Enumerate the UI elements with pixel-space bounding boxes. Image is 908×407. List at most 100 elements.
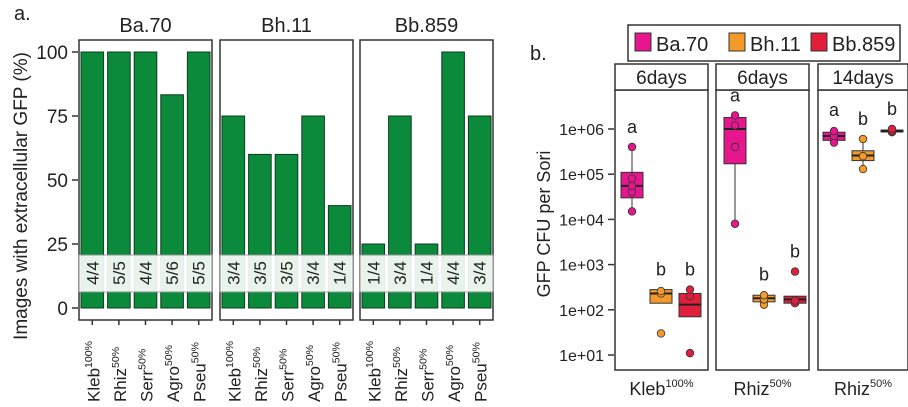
category-label: Serr50%: [417, 349, 437, 402]
y-tick-label: 50: [47, 171, 68, 192]
box-Bb.859: b: [880, 99, 904, 137]
facet-title: Bb.859: [395, 15, 458, 37]
legend-swatch: [728, 32, 746, 52]
data-point: [858, 134, 868, 144]
box-Bh.11: b: [752, 264, 776, 309]
legend-swatch: [634, 32, 652, 52]
panel-b-y-axis-label: GFP CFU per Sori: [534, 151, 554, 298]
panel-b: b. GFP CFU per Sori Ba.70 Bh.11 Bb.859 1e+…: [530, 24, 908, 399]
data-point: [829, 126, 839, 136]
count-label: 4/4: [444, 261, 463, 285]
count-label: 1/4: [418, 261, 437, 285]
data-point: [685, 348, 695, 358]
facet-title: 6days: [737, 68, 788, 89]
box-Bh.11: b: [851, 109, 875, 174]
significance-letter: a: [829, 100, 840, 120]
count-strip: [359, 254, 494, 293]
bar: [107, 51, 131, 309]
count-label: 3/4: [471, 261, 490, 285]
legend-label: Bh.11: [750, 34, 801, 56]
count-label: 4/4: [83, 261, 102, 285]
facet-title: 14days: [832, 68, 893, 89]
y-tick-label: 25: [47, 235, 68, 256]
significance-letter: a: [730, 85, 741, 105]
y-tick-label: 1e+05: [559, 167, 604, 184]
count-label: 5/5: [190, 261, 209, 285]
count-strip: [78, 254, 213, 293]
data-point: [790, 267, 800, 276]
bar: [186, 51, 211, 309]
bar: [80, 51, 105, 309]
data-point: [627, 174, 637, 183]
category-label: Rhiz50%: [110, 347, 130, 402]
data-point: [656, 329, 666, 338]
count-label: 3/5: [251, 261, 270, 285]
facet-x-label: Rhiz50%: [733, 378, 791, 399]
data-point: [685, 285, 695, 294]
count-label: 3/4: [224, 261, 243, 285]
data-point: [887, 124, 897, 134]
facet-strip: [817, 63, 908, 91]
data-point: [627, 207, 637, 216]
panel-a-y-axis-label: Images with extracellular GFP (%): [11, 52, 32, 340]
significance-letter: b: [887, 99, 897, 119]
bar: [133, 51, 158, 309]
count-label: 3/4: [391, 261, 410, 285]
category-label: Agro50%: [163, 345, 183, 402]
data-point: [790, 296, 800, 305]
data-point: [858, 152, 868, 161]
y-tick-label: 75: [47, 107, 68, 128]
legend: Ba.70 Bh.11 Bb.859: [627, 24, 901, 62]
count-label: 1/4: [364, 261, 383, 285]
count-label: 4/4: [137, 261, 156, 285]
box-Ba.70: a: [822, 100, 846, 147]
box-Bh.11: b: [649, 260, 673, 338]
legend-entry-Bb.859: Bb.859: [810, 32, 895, 56]
legend-label: Bb.859: [832, 34, 895, 56]
panel-a-label: a.: [14, 3, 31, 25]
data-point: [627, 142, 637, 152]
category-label: Kleb100%: [224, 341, 244, 402]
legend-entry-Bh.11: Bh.11: [728, 32, 801, 56]
facet-title: 6days: [636, 68, 687, 89]
y-tick-label: 0: [57, 299, 68, 320]
facet-title: Bh.11: [261, 15, 312, 37]
significance-letter: b: [858, 109, 868, 129]
category-label: Kleb100%: [364, 341, 384, 402]
facet-x-label: Rhiz50%: [834, 378, 892, 399]
box-Bb.859: b: [783, 242, 807, 308]
significance-letter: b: [685, 260, 695, 280]
legend-swatch: [810, 32, 828, 52]
data-point: [730, 121, 740, 130]
count-label: 5/6: [163, 261, 182, 285]
panel-a-facets: Ba.70 4/4 5/5 4/4 5/6 5/5 Kleb100% Rhiz50% Serr5…: [78, 15, 494, 402]
category-label: Pseu50%: [471, 342, 491, 402]
category-label: Kleb100%: [83, 341, 103, 402]
panel-b-y-ticks: 1e+01 1e+02 1e+03 1e+04 1e+05 1e+06: [559, 122, 614, 365]
significance-letter: b: [790, 242, 800, 262]
category-label: Agro50%: [444, 345, 464, 402]
category-label: Rhiz50%: [391, 347, 411, 402]
category-label: Rhiz50%: [251, 347, 271, 402]
category-label: Pseu50%: [190, 342, 210, 402]
facet-Bb.859: Bb.859 1/4 3/4 1/4 4/4 3/4 Kleb100% Rhiz50% Serr…: [359, 15, 494, 402]
facet-title: Ba.70: [119, 15, 171, 37]
facet-Ba.70: Ba.70 4/4 5/5 4/4 5/6 5/5 Kleb100% Rhiz50% Serr5…: [78, 15, 213, 402]
count-strip: [219, 254, 354, 293]
facet-strip: [614, 63, 709, 91]
facet-6days: 6days a b b Kleb100%: [614, 63, 709, 399]
y-tick-label: 1e+03: [559, 258, 604, 275]
data-point: [730, 111, 740, 120]
count-label: 5/5: [110, 261, 129, 285]
box-Ba.70: a: [620, 117, 644, 216]
data-point: [730, 219, 740, 228]
significance-letter: a: [627, 117, 638, 137]
category-label: Agro50%: [304, 345, 324, 402]
data-point: [730, 142, 740, 152]
panel-a-y-ticks: 0 25 50 75 100: [36, 43, 78, 320]
data-point: [858, 164, 868, 174]
